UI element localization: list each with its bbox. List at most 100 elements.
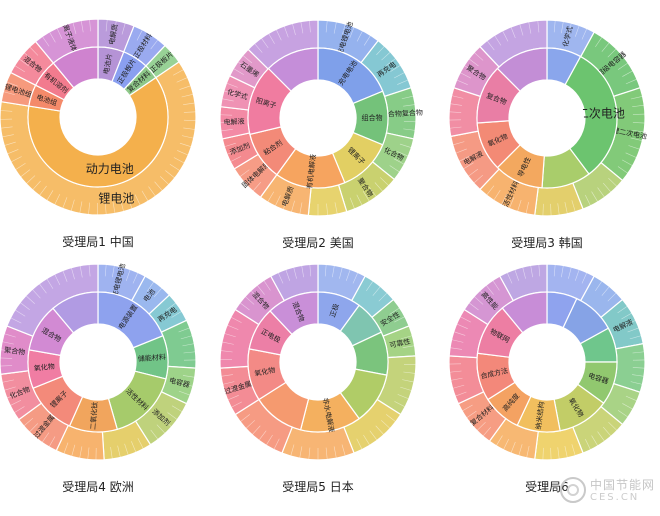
segment-divider: [263, 280, 271, 291]
segment-divider: [403, 128, 416, 131]
segment-divider: [239, 302, 250, 311]
segment-divider: [528, 21, 532, 34]
segment-divider: [300, 21, 304, 34]
segment-divider: [153, 287, 163, 298]
sunburst-panel: 充电锂电池 再充电 聚合物复合物 化合物 聚合物 电解质 固体电解质 添加剂 电解液 化学式 石墨烯…: [208, 8, 428, 258]
segment-divider: [608, 177, 618, 187]
segment-divider: [309, 264, 312, 277]
segment-divider: [584, 438, 591, 450]
segment-divider: [14, 406, 25, 414]
segment-divider: [458, 155, 470, 162]
segment-divider: [571, 200, 576, 212]
segment-divider: [450, 377, 463, 381]
inner-ring-segment: [564, 55, 618, 175]
segment-divider: [23, 52, 34, 61]
segment-divider: [143, 34, 151, 45]
segment-divider: [178, 327, 190, 333]
outer-ring-label: 可靠性: [389, 337, 411, 350]
segment-divider: [4, 333, 16, 338]
center-hole: [281, 81, 355, 155]
segment-divider: [220, 121, 233, 124]
segment-divider: [2, 341, 14, 345]
panel-caption: 受理局6: [525, 480, 569, 494]
segment-divider: [221, 98, 234, 102]
segment-divider: [160, 176, 170, 185]
segment-divider: [39, 283, 47, 294]
segment-divider: [230, 156, 242, 163]
segment-divider: [177, 150, 189, 156]
segment-divider: [473, 174, 483, 184]
segment-divider: [464, 65, 475, 73]
segment-divider: [632, 104, 645, 108]
segment-divider: [450, 103, 462, 106]
segment-divider: [240, 414, 250, 422]
segment-divider: [510, 441, 516, 454]
segment-divider: [62, 197, 68, 209]
segment-divider: [10, 399, 22, 406]
segment-divider: [601, 286, 610, 296]
segment-divider: [325, 447, 328, 460]
segment-divider: [141, 190, 149, 202]
segment-divider: [104, 202, 107, 215]
outer-ring-label: 电解质: [107, 23, 120, 45]
segment-divider: [273, 438, 280, 450]
segment-divider: [542, 447, 544, 460]
segment-divider: [42, 36, 50, 47]
segment-divider: [0, 357, 13, 359]
segment-divider: [0, 349, 13, 352]
inner-ring-label: 组合物: [362, 113, 383, 122]
segment-divider: [10, 156, 22, 163]
segment-divider: [233, 68, 244, 75]
segment-divider: [182, 343, 195, 347]
segment-divider: [538, 264, 541, 277]
segment-divider: [179, 142, 192, 148]
segment-divider: [134, 194, 141, 206]
segment-divider: [169, 163, 181, 172]
segment-divider: [517, 199, 522, 212]
segment-divider: [222, 341, 234, 345]
segment-divider: [245, 420, 255, 429]
segment-divider: [595, 36, 603, 48]
panel-caption: 受理局5 日本: [282, 480, 354, 494]
segment-divider: [4, 386, 16, 391]
segment-divider: [309, 20, 311, 33]
inner-ring-segment: [496, 47, 548, 92]
segment-divider: [597, 187, 605, 198]
segment-divider: [80, 20, 84, 33]
segment-divider: [150, 429, 159, 440]
segment-divider: [256, 285, 265, 295]
segment-divider: [179, 85, 191, 90]
segment-divider: [393, 72, 405, 79]
watermark-text: 中国节能网: [590, 478, 656, 492]
segment-divider: [56, 27, 63, 40]
segment-divider: [252, 182, 262, 192]
segment-divider: [181, 383, 193, 387]
segment-divider: [571, 444, 576, 456]
inner-ring-segment: [52, 291, 99, 334]
segment-divider: [226, 82, 238, 88]
segment-divider: [607, 48, 617, 58]
segment-divider: [341, 23, 346, 36]
segment-divider: [455, 391, 467, 397]
segment-divider: [452, 141, 465, 146]
segment-divider: [325, 20, 328, 33]
segment-divider: [283, 25, 289, 38]
segment-divider: [87, 447, 90, 460]
segment-divider: [352, 272, 359, 284]
segment-divider: [452, 384, 465, 389]
segment-divider: [363, 35, 371, 46]
segment-divider: [506, 272, 513, 284]
segment-divider: [379, 177, 390, 186]
segment-divider: [460, 316, 471, 323]
segment-divider: [400, 386, 412, 391]
sunburst-panel: 充电锂电池 电池 再充电 电容器 添加剂 过渡金属 化合物 聚合物 电源装置 储能材料 活性材料 二氧…: [0, 252, 208, 502]
segment-divider: [224, 333, 236, 338]
segment-divider: [224, 388, 237, 393]
segment-divider: [401, 95, 414, 100]
segment-divider: [519, 23, 524, 36]
segment-divider: [18, 58, 29, 67]
segment-divider: [32, 289, 41, 299]
segment-divider: [630, 96, 643, 100]
